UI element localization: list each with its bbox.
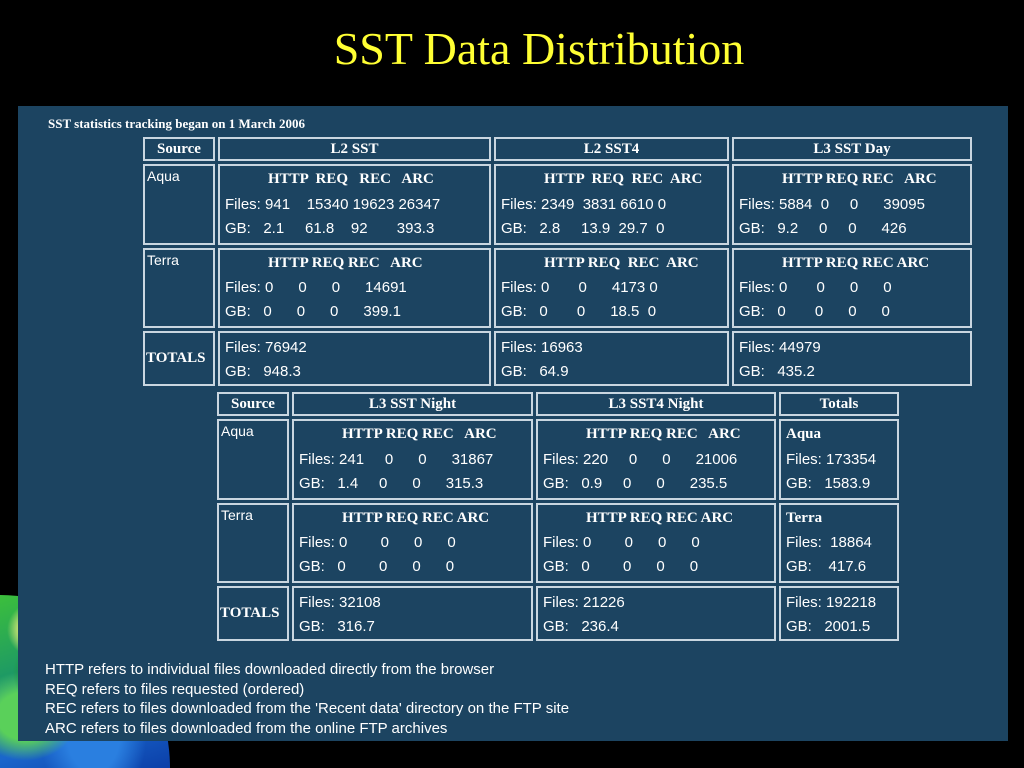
files-line: Files: 44979 [739,339,821,356]
files-line: Files: 0 0 0 0 [299,534,456,551]
row-label-aqua: Aqua [217,419,289,500]
gb-line: GB: 948.3 [225,363,301,380]
l3-sst4-night-terra-cell: HTTP REQ REC ARC Files: 0 0 0 0 GB: 0 0 … [536,503,776,583]
l2-sst4-terra-cell: HTTP REQ REC ARC Files: 0 0 4173 0 GB: 0… [494,248,729,328]
stat-header-line: HTTP REQ REC ARC [342,510,490,526]
gb-line: GB: 417.6 [786,558,867,575]
gb-line: GB: 0 0 0 399.1 [225,303,401,320]
column-header-l3-sst4-night: L3 SST4 Night [536,392,776,416]
l3-sst-day-aqua-cell: HTTP REQ REC ARC Files: 5884 0 0 39095 G… [732,164,972,245]
files-line: Files: 32108 [299,594,381,611]
files-line: Files: 0 0 0 0 [739,279,892,296]
row-label-terra: Terra [217,503,289,583]
totals-source-label: Aqua [786,426,822,442]
totals-terra-cell: Terra Files: 18864 GB: 417.6 [779,503,899,583]
files-line: Files: 0 0 0 14691 [225,279,407,296]
note-req: REQ refers to files requested (ordered) [45,680,305,698]
files-line: Files: 192218 [786,594,877,611]
l3-sst-day-totals-cell: Files: 44979 GB: 435.2 [732,331,972,386]
files-line: Files: 241 0 0 31867 [299,451,494,468]
stat-header-line: HTTP REQ REC ARC [268,171,434,187]
row-label-aqua: Aqua [143,164,215,245]
row-label-totals: TOTALS [143,331,215,386]
files-line: Files: 220 0 0 21006 [543,451,738,468]
sst-stats-panel: SST statistics tracking began on 1 March… [18,106,1008,741]
l3-sst-night-aqua-cell: HTTP REQ REC ARC Files: 241 0 0 31867 GB… [292,419,533,500]
gb-line: GB: 1583.9 [786,475,871,492]
files-line: Files: 18864 [786,534,872,551]
column-header-l3-sst-day: L3 SST Day [732,137,972,161]
slide-title: SST Data Distribution [333,23,745,74]
files-line: Files: 0 0 4173 0 [501,279,658,296]
stat-header-line: HTTP REQ REC ARC [586,510,734,526]
stat-header-line: HTTP REQ REC ARC [544,171,703,187]
files-line: Files: 941 15340 19623 26347 [225,196,441,213]
files-line: Files: 0 0 0 0 [543,534,700,551]
files-line: Files: 16963 [501,339,583,356]
gb-line: GB: 0 0 0 0 [739,303,890,320]
stat-header-line: HTTP REQ REC ARC [544,255,699,271]
tracking-note: SST statistics tracking began on 1 March… [48,116,306,131]
gb-line: GB: 0 0 0 0 [543,558,699,575]
stat-header-line: HTTP REQ REC ARC [782,255,930,271]
column-header-l2-sst: L2 SST [218,137,491,161]
gb-line: GB: 2.1 61.8 92 393.3 [225,220,435,237]
stat-header-line: HTTP REQ REC ARC [268,255,423,271]
source-header: Source [143,137,215,161]
files-line: Files: 2349 3831 6610 0 [501,196,667,213]
column-header-l2-sst4: L2 SST4 [494,137,729,161]
l3-sst-night-totals-cell: Files: 32108 GB: 316.7 [292,586,533,641]
l2-sst-totals-cell: Files: 76942 GB: 948.3 [218,331,491,386]
gb-line: GB: 435.2 [739,363,815,380]
l2-sst4-totals-cell: Files: 16963 GB: 64.9 [494,331,729,386]
grand-totals-cell: Files: 192218 GB: 2001.5 [779,586,899,641]
stat-header-line: HTTP REQ REC ARC [782,171,937,187]
abbreviation-notes: HTTP refers to individual files download… [45,660,569,738]
l2-sst4-aqua-cell: HTTP REQ REC ARC Files: 2349 3831 6610 0… [494,164,729,245]
column-header-totals: Totals [779,392,899,416]
totals-source-label: Terra [786,510,823,526]
l3-sst-day-terra-cell: HTTP REQ REC ARC Files: 0 0 0 0 GB: 0 0 … [732,248,972,328]
gb-line: GB: 1.4 0 0 315.3 [299,475,484,492]
source-header: Source [217,392,289,416]
stat-header-line: HTTP REQ REC ARC [342,426,497,442]
l3-sst4-night-totals-cell: Files: 21226 GB: 236.4 [536,586,776,641]
gb-line: GB: 0 0 18.5 0 [501,303,657,320]
row-label-totals: TOTALS [217,586,289,641]
row-label-terra: Terra [143,248,215,328]
gb-line: GB: 2001.5 [786,618,871,635]
totals-aqua-cell: Aqua Files: 173354 GB: 1583.9 [779,419,899,500]
gb-line: GB: 316.7 [299,618,375,635]
note-http: HTTP refers to individual files download… [45,661,495,678]
gb-line: GB: 236.4 [543,618,619,635]
files-line: Files: 76942 [225,339,307,356]
gb-line: GB: 2.8 13.9 29.7 0 [501,220,665,237]
gb-line: GB: 9.2 0 0 426 [739,220,907,237]
l3-sst4-night-aqua-cell: HTTP REQ REC ARC Files: 220 0 0 21006 GB… [536,419,776,500]
files-line: Files: 173354 [786,451,877,468]
gb-line: GB: 0.9 0 0 235.5 [543,475,728,492]
gb-line: GB: 0 0 0 0 [299,558,455,575]
files-line: Files: 5884 0 0 39095 [739,196,925,213]
stat-header-line: HTTP REQ REC ARC [586,426,741,442]
gb-line: GB: 64.9 [501,363,569,380]
note-arc: ARC refers to files downloaded from the … [45,719,448,737]
column-header-l3-sst-night: L3 SST Night [292,392,533,416]
files-line: Files: 21226 [543,594,625,611]
l2-sst-terra-cell: HTTP REQ REC ARC Files: 0 0 0 14691 GB: … [218,248,491,328]
l2-sst-aqua-cell: HTTP REQ REC ARC Files: 941 15340 19623 … [218,164,491,245]
note-rec: REC refers to files downloaded from the … [45,700,570,717]
l3-sst-night-terra-cell: HTTP REQ REC ARC Files: 0 0 0 0 GB: 0 0 … [292,503,533,583]
